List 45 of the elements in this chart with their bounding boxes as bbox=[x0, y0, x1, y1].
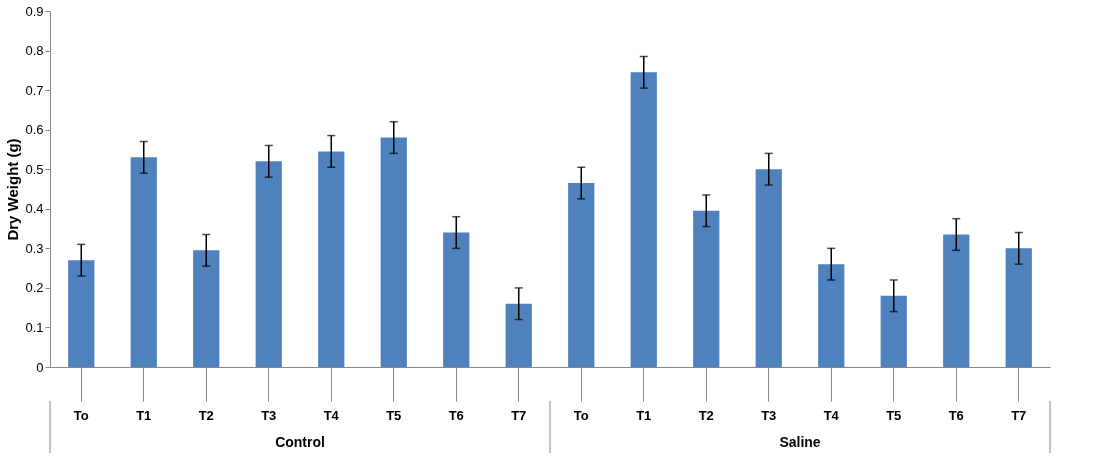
y-tick-label: 0 bbox=[36, 359, 44, 375]
x-tick-label: T4 bbox=[823, 407, 840, 423]
y-tick-label: 0.2 bbox=[25, 280, 44, 296]
bar bbox=[943, 234, 970, 367]
x-tick-label: T7 bbox=[511, 407, 527, 423]
y-tick-label: 0.5 bbox=[25, 161, 44, 177]
y-tick-label: 0.3 bbox=[25, 240, 44, 256]
x-tick-label: To bbox=[73, 407, 89, 423]
y-tick-label: 0.9 bbox=[25, 3, 44, 19]
bar bbox=[880, 295, 907, 367]
x-tick-label: T3 bbox=[261, 407, 277, 423]
y-tick-label: 0.1 bbox=[25, 319, 44, 335]
y-tick-label: 0.4 bbox=[25, 201, 44, 217]
bar bbox=[630, 72, 657, 367]
x-tick-label: T4 bbox=[323, 407, 340, 423]
x-tick-label: T3 bbox=[761, 407, 777, 423]
bar bbox=[68, 260, 95, 367]
bar bbox=[505, 303, 532, 367]
bar bbox=[255, 161, 282, 367]
x-tick-label: To bbox=[573, 407, 589, 423]
y-axis-title: Dry Weight (g) bbox=[4, 138, 22, 241]
y-tick-label: 0.7 bbox=[25, 82, 44, 98]
bar bbox=[193, 250, 220, 367]
bar bbox=[755, 169, 782, 367]
y-tick-label: 0.6 bbox=[25, 122, 44, 138]
text: Control bbox=[275, 434, 325, 450]
x-tick-label: T6 bbox=[448, 407, 464, 423]
bar bbox=[443, 232, 470, 367]
bar bbox=[818, 264, 845, 367]
x-tick-label: T5 bbox=[386, 407, 402, 423]
y-tick-label: 0.8 bbox=[25, 43, 44, 59]
x-tick-label: T1 bbox=[136, 407, 152, 423]
x-tick-label: T2 bbox=[198, 407, 214, 423]
x-tick-label: T2 bbox=[698, 407, 714, 423]
bar bbox=[693, 210, 720, 367]
x-tick-label: T7 bbox=[1011, 407, 1027, 423]
bar bbox=[380, 137, 407, 367]
x-tick-label: T1 bbox=[636, 407, 652, 423]
text: Saline bbox=[779, 434, 821, 450]
bar bbox=[318, 151, 345, 367]
x-tick-label: T6 bbox=[948, 407, 964, 423]
bar bbox=[568, 183, 595, 367]
bar bbox=[1005, 248, 1032, 367]
x-tick-label: T5 bbox=[886, 407, 902, 423]
bar bbox=[130, 157, 157, 367]
